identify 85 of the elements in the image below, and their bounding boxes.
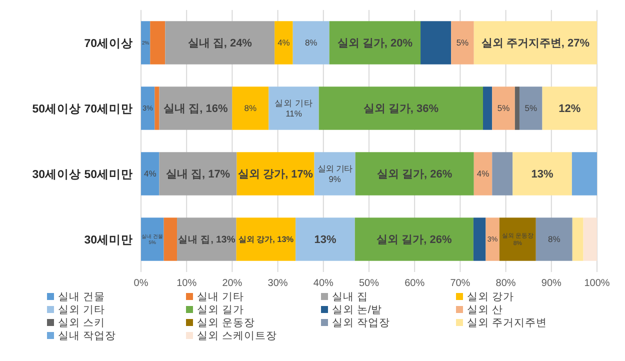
x-tick-label: 50%: [358, 278, 380, 289]
legend-label: 실외 강가: [467, 291, 514, 303]
bar: [177, 218, 236, 261]
bar: [236, 218, 296, 261]
data-label: 실외 길가, 26%: [377, 168, 452, 181]
bar: [542, 86, 597, 130]
y-tick-label: 30세미만: [84, 233, 133, 246]
data-label: 4%: [144, 168, 157, 179]
data-label: 13%: [314, 234, 336, 246]
x-tick-label: 70%: [450, 278, 470, 289]
x-tick-label: 30%: [268, 278, 288, 289]
data-label: 13%: [531, 168, 554, 181]
x-tick-label: 90%: [541, 278, 562, 289]
bar: [314, 152, 356, 196]
bar: [355, 152, 474, 196]
legend-label: 실외 길가: [197, 304, 244, 316]
x-tick-label: 0%: [134, 278, 148, 289]
data-label: 실외 길가, 26%: [376, 234, 452, 246]
data-label: 5%: [524, 103, 538, 114]
bar: [492, 152, 513, 196]
data-label: 8%: [244, 103, 258, 114]
legend-label: 실외 스케이트장: [197, 330, 277, 342]
bar: [236, 152, 314, 196]
bar: [318, 86, 483, 130]
bar: [451, 21, 474, 64]
bar: [141, 21, 150, 64]
bar: [268, 86, 319, 130]
bar: [274, 21, 293, 64]
data-label: 실내 집, 16%: [164, 103, 228, 116]
bar: [141, 218, 164, 261]
bar: [165, 21, 275, 64]
x-tick-label: 40%: [313, 278, 334, 289]
legend-label: 실내 건물: [58, 291, 105, 303]
bar: [474, 152, 492, 196]
data-label: 실내 집, 13%: [178, 234, 236, 246]
data-label: 실내 집, 17%: [166, 168, 230, 181]
y-tick-label: 70세이상: [84, 36, 133, 50]
data-label: 8%: [548, 234, 561, 244]
legend-label: 실외 스키: [58, 317, 105, 329]
bar: [141, 152, 160, 196]
bar: [483, 86, 492, 130]
bar: [232, 86, 269, 130]
data-label: 실외 강가, 13%: [238, 235, 294, 244]
bar: [164, 218, 178, 261]
data-label: 실외 기타 9%: [318, 164, 352, 184]
x-tick-label: 60%: [404, 278, 425, 289]
data-label: 실외 길가, 20%: [337, 38, 413, 50]
data-label: 5%: [456, 38, 470, 48]
x-tick-label: 80%: [496, 278, 516, 289]
bar: [150, 21, 166, 64]
data-label: 12%: [558, 103, 581, 116]
legend-label: 실내 기타: [197, 291, 244, 303]
x-tick-label: 10%: [176, 278, 197, 289]
y-tick-label: 30세이상 50세미만: [32, 168, 133, 181]
legend-label: 실내 집: [332, 291, 368, 303]
legend-label: 실외 운동장: [197, 317, 255, 329]
bar: [159, 86, 232, 130]
bar: [473, 218, 486, 261]
bar: [329, 21, 421, 64]
data-label: 실내 집, 24%: [188, 38, 252, 50]
x-tick-label: 20%: [222, 278, 242, 289]
bar: [354, 218, 474, 261]
legend-label: 실내 작업장: [58, 330, 116, 342]
bar: [296, 218, 355, 261]
legend-label: 실외 작업장: [332, 317, 390, 329]
x-tick-label: 100%: [584, 278, 610, 289]
data-label: 실외 강가, 17%: [238, 168, 314, 181]
data-label: 5%: [497, 103, 510, 114]
legend-label: 실외 논/밭: [332, 304, 382, 316]
bar: [154, 86, 160, 130]
data-label: 4%: [476, 168, 490, 179]
bar: [292, 21, 330, 64]
data-label: 8%: [304, 38, 318, 48]
data-label: 실외 길가, 36%: [363, 103, 439, 116]
bar: [474, 21, 597, 64]
legend-label: 실외 주거지주변: [467, 317, 547, 329]
legend-label: 실외 기타: [58, 304, 105, 316]
y-tick-label: 50세이상 70세미만: [32, 102, 133, 116]
bar: [141, 86, 155, 130]
bar: [159, 152, 237, 196]
data-label: 실외 주거지주변, 27%: [481, 38, 590, 50]
data-label: 4%: [278, 38, 290, 48]
legend-label: 실외 산: [467, 304, 503, 316]
bar: [420, 21, 452, 64]
data-label: 실외 기타 11%: [274, 98, 313, 118]
